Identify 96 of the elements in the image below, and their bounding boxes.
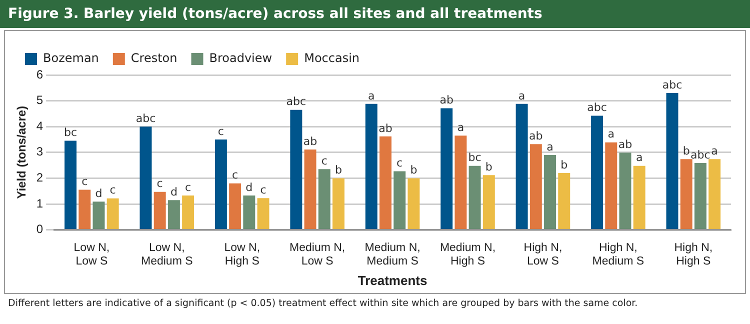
data-label: a <box>518 89 526 102</box>
data-label: c <box>321 154 328 168</box>
x-tick-label: High N, High S <box>674 242 713 268</box>
x-tick-label: Medium N, Medium S <box>364 242 420 268</box>
bar <box>154 192 166 230</box>
bar <box>243 195 256 230</box>
legend-label: Bozeman <box>43 51 99 66</box>
data-label: a <box>711 144 718 158</box>
x-tick-label: Medium N, Low S <box>290 242 346 268</box>
data-label: d <box>246 180 253 194</box>
data-label: abc <box>690 148 710 162</box>
data-label: c <box>232 168 238 182</box>
bar <box>454 136 467 230</box>
bar <box>544 154 556 230</box>
data-label: abc <box>587 101 607 114</box>
data-label: ab <box>378 122 392 135</box>
data-label: c <box>110 184 116 197</box>
data-label: c <box>396 156 403 170</box>
x-tick-label: Low N, High S <box>224 242 260 268</box>
bar <box>140 126 152 230</box>
data-label: abc <box>136 112 156 125</box>
legend-label: Moccasin <box>304 51 360 66</box>
bar <box>694 162 706 230</box>
bar <box>229 183 242 230</box>
data-label: bc <box>468 151 482 164</box>
x-axis-title: Treatments <box>358 272 428 288</box>
bar <box>365 104 378 230</box>
data-label: a <box>546 140 554 154</box>
data-label: ab <box>618 138 632 152</box>
bar <box>168 200 180 230</box>
bar <box>408 178 420 230</box>
bar <box>379 136 392 230</box>
data-label: ab <box>529 130 543 143</box>
bar <box>482 175 495 230</box>
data-label: b <box>334 164 342 177</box>
bar <box>633 166 646 230</box>
bar <box>332 178 344 230</box>
bar <box>605 142 618 230</box>
x-tick-label: High N, Medium S <box>592 242 644 268</box>
data-label: d <box>95 187 102 200</box>
data-label: c <box>218 124 224 138</box>
x-tick-label: Medium N, High S <box>440 242 496 268</box>
data-label: b <box>485 160 492 174</box>
data-label: d <box>170 185 178 198</box>
data-label: c <box>185 180 192 194</box>
bar <box>304 150 316 230</box>
x-tick-label: Low N, Low S <box>74 242 110 268</box>
y-tick-label: 6 <box>36 67 44 82</box>
data-label: b <box>410 164 418 177</box>
data-label: b <box>682 144 690 158</box>
data-label: b <box>560 158 568 172</box>
data-label: abc <box>286 95 306 108</box>
data-label: c <box>156 177 163 190</box>
bar <box>257 198 270 230</box>
data-label: a <box>368 89 375 102</box>
x-tick-label: High N, Low S <box>524 242 562 268</box>
text: Different letters are indicative of a significant (p < 0.05) treatment effect within site which are grouped by bars with the same color. <box>8 298 638 309</box>
bar <box>440 108 453 230</box>
bar <box>558 173 570 230</box>
y-tick-label: 4 <box>36 118 44 133</box>
bar <box>516 104 528 230</box>
data-label: abc <box>662 78 682 92</box>
bar <box>92 202 105 230</box>
bar <box>591 116 604 230</box>
bar <box>680 159 692 230</box>
bar <box>666 93 678 230</box>
data-label: ab <box>303 134 318 148</box>
bar <box>290 110 302 230</box>
bar <box>214 140 227 230</box>
data-label: c <box>260 183 266 196</box>
bar <box>64 140 77 230</box>
bar <box>106 198 119 230</box>
y-tick-label: 5 <box>36 93 44 108</box>
bar <box>619 152 632 230</box>
data-label: a <box>457 120 464 134</box>
bar <box>394 171 406 230</box>
legend-label: Creston <box>130 51 178 66</box>
y-tick-label: 3 <box>36 144 44 159</box>
data-label: a <box>636 151 643 164</box>
chart-title: Figure 3. Barley yield (tons/acre) across all sites and all treatments <box>0 0 750 28</box>
data-label: c <box>82 175 88 188</box>
y-tick-label: 1 <box>36 196 44 210</box>
legend-label: Broadview <box>209 51 272 66</box>
bar <box>708 159 721 230</box>
bar <box>78 190 91 230</box>
x-tick-label: Low N, Medium S <box>141 242 194 268</box>
y-tick-label: 0 <box>36 222 44 236</box>
bar <box>530 144 542 230</box>
bar <box>182 195 194 230</box>
data-label: bc <box>64 126 78 140</box>
y-axis-title: Yield (tons/acre) <box>14 106 29 199</box>
y-tick-label: 2 <box>36 170 44 185</box>
bar <box>468 166 481 230</box>
data-label: ab <box>440 94 454 107</box>
data-label: a <box>608 128 615 141</box>
bar <box>318 169 330 230</box>
